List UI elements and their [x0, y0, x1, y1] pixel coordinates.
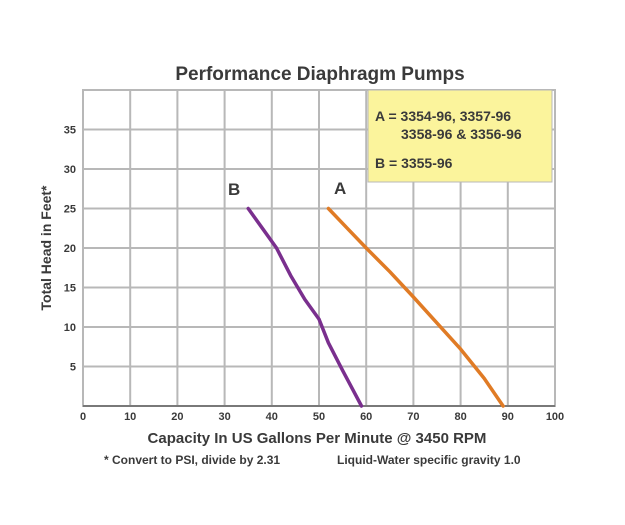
y-axis-label: Total Head in Feet* [38, 185, 54, 311]
x-tick-label: 100 [546, 411, 564, 423]
legend-line-a-cont: 3358-96 & 3356-96 [401, 126, 522, 142]
x-axis-label: Capacity In US Gallons Per Minute @ 3450… [148, 430, 487, 447]
y-tick-label: 25 [64, 204, 76, 216]
x-tick-label: 70 [407, 411, 419, 423]
y-tick-label: 30 [64, 164, 76, 176]
x-tick-label: 10 [124, 411, 136, 423]
x-tick-label: 30 [218, 411, 230, 423]
x-tick-label: 90 [502, 411, 514, 423]
x-tick-label: 40 [266, 411, 278, 423]
series-line-a [326, 206, 505, 408]
series-label-b: B [228, 180, 240, 199]
x-axis-ticks: 0 10 20 30 40 50 60 70 80 90 100 [80, 411, 564, 423]
x-tick-label: 20 [171, 411, 183, 423]
legend-line-b: B = 3355-96 [375, 155, 453, 171]
x-tick-label: 50 [313, 411, 325, 423]
chart-title: Performance Diaphragm Pumps [175, 64, 464, 85]
y-tick-label: 35 [64, 125, 76, 137]
series-lines [246, 206, 505, 408]
y-tick-label: 15 [64, 283, 76, 295]
y-tick-label: 10 [64, 322, 76, 334]
y-axis-ticks: 5 10 15 20 25 30 35 [64, 125, 76, 374]
y-tick-label: 5 [70, 362, 76, 374]
x-tick-label: 60 [360, 411, 372, 423]
legend-line-a: A = 3354-96, 3357-96 [375, 108, 511, 124]
y-tick-label: 20 [64, 243, 76, 255]
x-tick-label: 80 [454, 411, 466, 423]
legend-box [367, 89, 553, 183]
series-label-a: A [334, 179, 346, 198]
x-tick-label: 0 [80, 411, 86, 423]
grid [82, 89, 556, 407]
series-line-b [246, 206, 364, 408]
footnote-psi: * Convert to PSI, divide by 2.31 [104, 453, 280, 467]
footnote-gravity: Liquid-Water specific gravity 1.0 [337, 453, 521, 467]
